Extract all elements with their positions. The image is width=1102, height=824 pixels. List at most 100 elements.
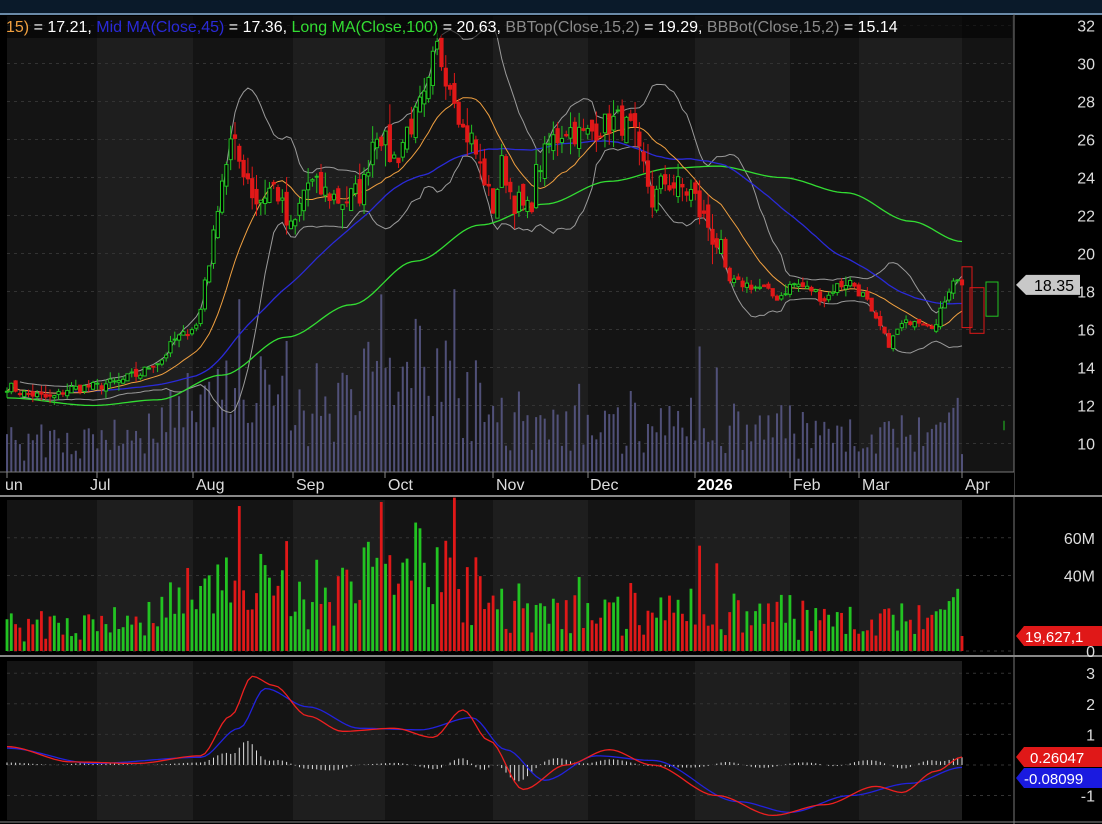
volume-bar (18, 627, 22, 651)
candle-body (663, 174, 668, 185)
volume-bar (272, 595, 276, 651)
volume-bar (121, 627, 125, 651)
volume-bar (848, 606, 852, 651)
volume-bar (508, 632, 512, 651)
candle-body (607, 113, 612, 134)
volume-overlay-bar (130, 440, 133, 472)
candle-body (65, 390, 70, 397)
volume-bar (113, 607, 116, 651)
volume-bar (672, 612, 676, 651)
x-tick-label: Jul (90, 477, 110, 494)
candle-body (52, 395, 57, 399)
volume-overlay-bar (823, 421, 826, 472)
candle-body (723, 238, 728, 268)
candle-body (241, 159, 246, 178)
volume-overlay-bar (418, 325, 421, 472)
candle-body (860, 292, 866, 297)
candle-body (125, 373, 130, 382)
candle-body (830, 291, 836, 294)
volume-overlay-bar (466, 372, 469, 472)
volume-bar (242, 590, 245, 651)
volume-overlay-bar (44, 457, 47, 472)
volume-bar (530, 632, 534, 651)
candle-body (525, 199, 530, 212)
candle-body (585, 128, 590, 135)
candle-body (465, 125, 470, 143)
volume-overlay-bar (642, 452, 645, 472)
volume-overlay-bar (165, 432, 168, 472)
candle-body (43, 393, 48, 398)
volume-overlay-bar (655, 432, 658, 472)
candle-body (473, 139, 478, 155)
candle-body (336, 188, 341, 204)
candle-body (800, 282, 805, 288)
candle-body (895, 328, 900, 335)
volume-bar (405, 558, 409, 651)
candle-body (404, 126, 410, 150)
volume-overlay-bar (431, 416, 434, 472)
volume-bar (625, 628, 628, 651)
candle-body (439, 37, 444, 68)
volume-bar (315, 559, 319, 651)
signal-value-label: -0.08099 (1024, 771, 1083, 788)
candle-body (263, 197, 268, 205)
volume-bar (237, 506, 241, 651)
volume-bar (887, 608, 891, 651)
volume-bar (659, 597, 663, 651)
volume-overlay-bar (492, 405, 495, 472)
volume-overlay-bar (302, 410, 305, 472)
volume-overlay-bar (320, 415, 323, 472)
candle-body (133, 368, 139, 377)
volume-bar (637, 625, 641, 651)
volume-overlay-bar (96, 448, 99, 472)
volume-bar (883, 609, 886, 651)
volume-bar (199, 585, 202, 651)
volume-overlay-bar (526, 415, 529, 472)
candle-body (86, 384, 91, 388)
price-tick-label: 14 (1077, 361, 1095, 378)
candle-body (779, 295, 784, 300)
volume-overlay-bar (952, 407, 955, 472)
legend-segment: = 17.21, (29, 19, 96, 36)
month-band (859, 16, 962, 472)
volume-bar (233, 580, 237, 651)
volume-overlay-bar (212, 427, 215, 472)
volume-bar (590, 620, 594, 651)
volume-bar (487, 602, 491, 651)
candle-body (271, 181, 276, 185)
right-margin-band (962, 16, 1014, 472)
volume-bar (534, 604, 538, 651)
volume-bar (384, 563, 387, 651)
long-ma-line (6, 165, 963, 407)
candle-body (658, 175, 663, 190)
volume-overlay-bar (251, 422, 254, 472)
volume-bar (827, 614, 831, 651)
axes (0, 14, 1102, 824)
volume-bar (457, 589, 461, 651)
volume-overlay-bar (754, 424, 757, 472)
volume-overlay-bar (780, 405, 783, 472)
volume-bar (194, 609, 198, 651)
volume-bar (156, 626, 159, 651)
candle-body (176, 334, 182, 341)
volume-bar (861, 631, 865, 651)
candle-body (69, 385, 74, 394)
volume-bar (913, 633, 917, 651)
volume-bar (943, 609, 947, 651)
candle-body (594, 123, 599, 141)
candle-body (848, 279, 853, 287)
volume-bar (754, 611, 757, 651)
volume-overlay-bar (664, 435, 667, 472)
candle-body (934, 324, 939, 332)
candle-body (22, 390, 27, 398)
candle-body (598, 135, 603, 138)
volume-overlay-bar (948, 412, 951, 472)
x-tick-label: 2026 (697, 477, 733, 494)
volume-bar (689, 588, 693, 651)
candle-body (258, 199, 263, 204)
volume-bar (685, 621, 689, 651)
candle-body (572, 121, 577, 145)
volume-overlay-bar (199, 394, 202, 472)
price-tick-label: 20 (1077, 247, 1095, 264)
volume-overlay-bar (66, 432, 69, 472)
